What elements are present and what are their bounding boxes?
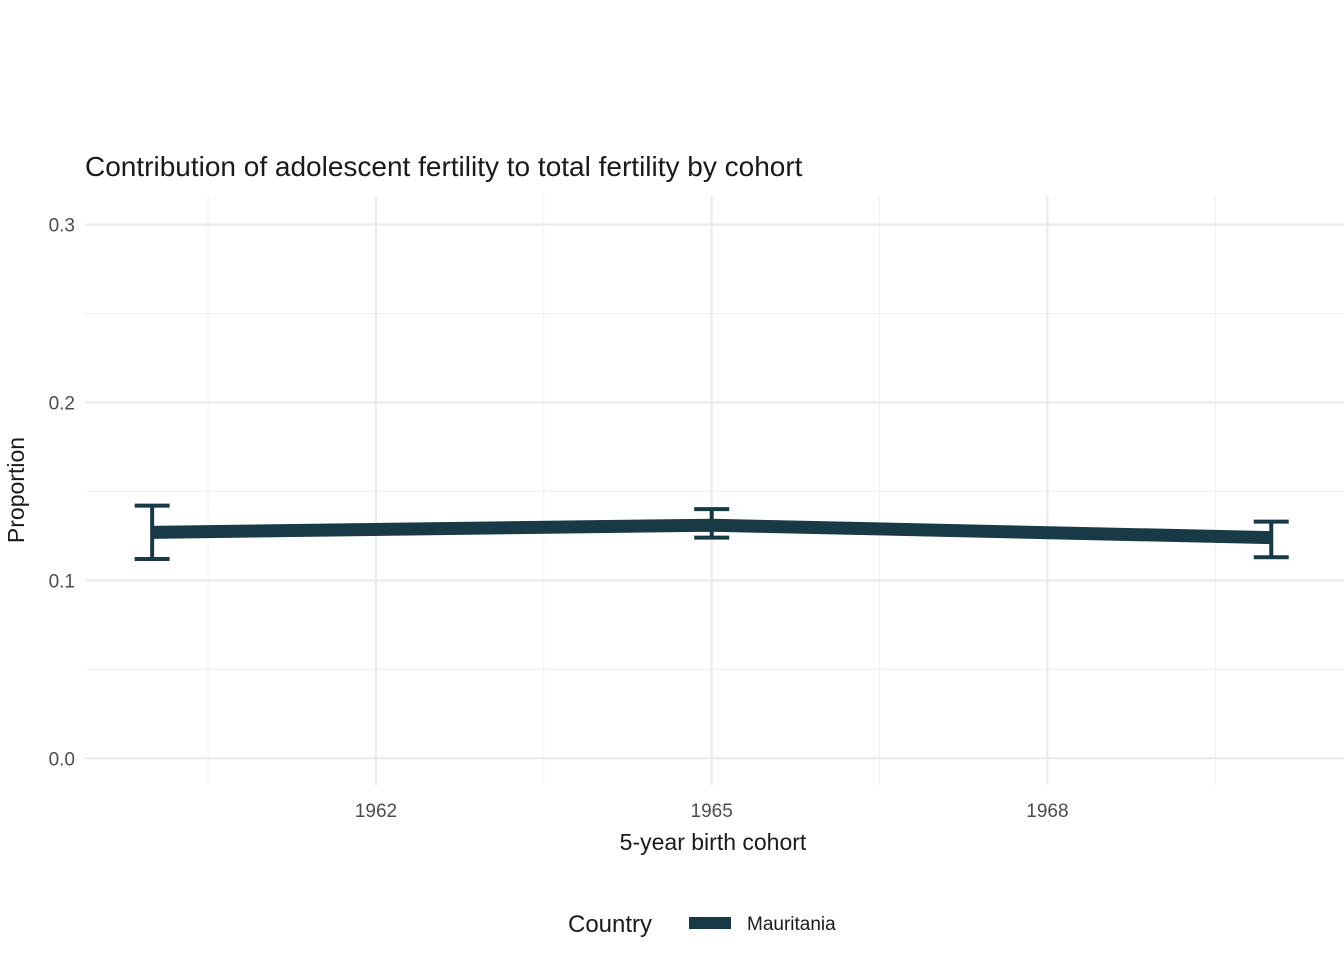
legend-key-line-swatch bbox=[689, 917, 731, 929]
legend: Country Mauritania bbox=[568, 911, 836, 938]
x-tick-label: 1965 bbox=[691, 801, 733, 822]
y-axis-tick-labels: 0.0 0.1 0.2 0.3 bbox=[49, 215, 75, 770]
x-axis-title: 5-year birth cohort bbox=[620, 829, 807, 855]
y-axis-title: Proportion bbox=[3, 437, 29, 543]
data-series-layer bbox=[134, 503, 1289, 562]
y-tick-label: 0.2 bbox=[49, 393, 75, 414]
x-tick-label: 1962 bbox=[355, 801, 397, 822]
x-tick-label: 1968 bbox=[1026, 801, 1068, 822]
chart-title: Contribution of adolescent fertility to … bbox=[85, 151, 803, 182]
x-axis-tick-labels: 1962 1965 1968 bbox=[355, 801, 1069, 822]
legend-label-country: Mauritania bbox=[747, 914, 836, 935]
y-tick-label: 0.3 bbox=[49, 215, 75, 236]
y-tick-label: 0.0 bbox=[49, 749, 75, 770]
y-tick-label: 0.1 bbox=[49, 571, 75, 592]
series-line-mauritania bbox=[152, 518, 1272, 545]
grid-minor bbox=[85, 196, 1344, 785]
grid-major bbox=[85, 196, 1344, 785]
legend-title: Country bbox=[568, 911, 652, 938]
